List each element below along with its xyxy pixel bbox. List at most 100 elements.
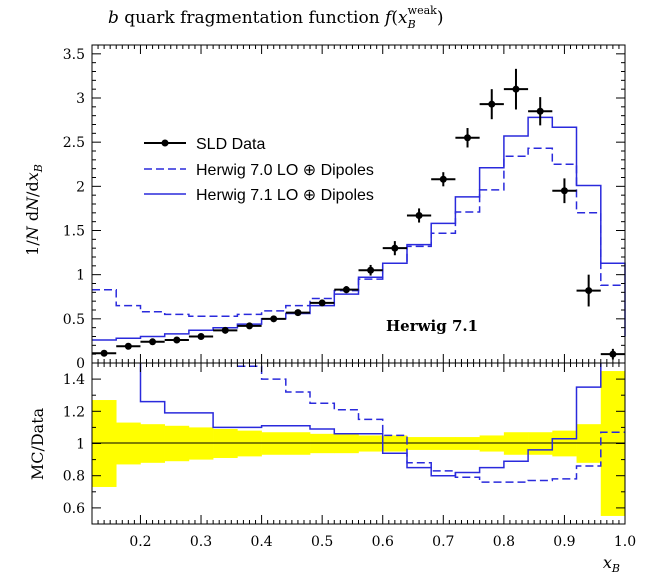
data-marker	[609, 350, 617, 358]
ratio-series-1-line	[139, 363, 602, 477]
data-marker	[245, 322, 253, 330]
y-axis-label-main: 1/N dN/dxB	[23, 164, 45, 256]
data-point	[528, 97, 553, 126]
data-point	[576, 274, 601, 307]
ylabel-x: x	[23, 172, 42, 181]
ratio-histograms	[139, 363, 625, 483]
x-tick-label: 1.0	[614, 534, 636, 550]
data-marker	[585, 287, 593, 295]
data-point	[334, 286, 359, 294]
legend-entry-herwig70: Herwig 7.0 LO ⊕ Dipoles	[144, 162, 374, 179]
chart-title: b quark fragmentation function f(xBweak)	[108, 4, 443, 31]
data-marker	[173, 336, 181, 344]
data-marker	[439, 175, 447, 183]
legend-label-herwig70: Herwig 7.0 LO ⊕ Dipoles	[196, 162, 374, 179]
data-marker	[536, 107, 544, 115]
data-point	[237, 322, 262, 330]
data-marker	[415, 211, 423, 219]
title-f: f	[383, 8, 394, 28]
legend-entry-herwig71: Herwig 7.1 LO ⊕ Dipoles	[144, 187, 374, 204]
title-x: x	[398, 8, 408, 28]
ratio-y-tick-label: 1.4	[63, 372, 85, 388]
x-tick-label: 0.9	[553, 534, 575, 550]
y-tick-label: 1	[76, 268, 85, 284]
data-point	[431, 172, 456, 187]
x-tick-label: 0.2	[129, 534, 151, 550]
title-sub: B	[407, 18, 416, 31]
legend-label-herwig71: Herwig 7.1 LO ⊕ Dipoles	[196, 187, 374, 204]
y-tick-label: 0.5	[63, 312, 85, 328]
data-marker	[294, 309, 302, 317]
x-tick-label: 0.5	[311, 534, 333, 550]
y-tick-label: 3.5	[63, 47, 85, 63]
main-data-points	[92, 68, 625, 360]
data-marker	[270, 315, 278, 323]
xlabel-x: x	[603, 553, 612, 572]
y-tick-label: 2.5	[63, 135, 85, 151]
data-point	[600, 348, 625, 360]
legend: SLD Data Herwig 7.0 LO ⊕ Dipoles Herwig …	[144, 136, 374, 204]
main-ticks: 0 0.5 1 1.5 2 2.5 3 3.5	[63, 45, 626, 372]
data-marker	[391, 244, 399, 252]
data-point	[310, 299, 335, 307]
ratio-ticks: 0.6 0.8 1 1.2 1.4 0.2 0.3 0.4 0.5 0.6 0.7 0.8 0.9 1.0	[63, 362, 636, 550]
ratio-plot-frame	[91, 362, 626, 525]
ratio-series-0-line	[237, 365, 625, 483]
ratio-plot-panel: 0.6 0.8 1 1.2 1.4 0.2 0.3 0.4 0.5 0.6 0.7 0.8 0.9 1.0	[63, 362, 636, 550]
title-b: b	[108, 8, 119, 28]
herwig-annotation: Herwig 7.1	[386, 317, 478, 335]
ratio-y-tick-label: 0.6	[63, 501, 85, 517]
x-tick-label: 0.6	[372, 534, 394, 550]
legend-label-sld: SLD Data	[196, 136, 265, 153]
data-marker	[342, 286, 350, 294]
ratio-y-tick-label: 0.8	[63, 469, 85, 485]
data-marker	[149, 338, 157, 346]
data-point	[140, 338, 165, 346]
legend-marker-sld	[161, 139, 169, 147]
main-plot-panel: 0 0.5 1 1.5 2 2.5 3 3.5	[63, 44, 626, 372]
data-point	[455, 128, 480, 148]
data-point	[213, 326, 238, 334]
data-marker	[488, 100, 496, 108]
main-histograms	[92, 116, 626, 341]
ylabel-n1: N	[23, 225, 42, 241]
y-tick-label: 3	[76, 91, 85, 107]
data-point	[92, 349, 117, 357]
data-point	[382, 241, 407, 256]
legend-entry-sld: SLD Data	[144, 136, 265, 153]
data-marker	[197, 333, 205, 340]
y-axis-label-ratio: MC/Data	[28, 407, 47, 480]
data-marker	[100, 349, 108, 357]
ratio-y-tick-label: 1.2	[63, 404, 85, 420]
ratio-y-tick-label: 1	[76, 437, 85, 453]
main-plot-frame	[91, 44, 626, 364]
x-tick-label: 0.3	[190, 534, 212, 550]
title-sup: weak	[408, 4, 437, 17]
data-point	[188, 333, 214, 340]
data-marker	[367, 266, 375, 274]
data-point	[503, 68, 529, 110]
y-tick-label: 0	[76, 356, 85, 372]
data-point	[479, 89, 504, 120]
ylabel-p1: 1/	[23, 240, 42, 256]
data-point	[406, 208, 432, 223]
y-tick-label: 1.5	[63, 224, 85, 240]
x-tick-label: 0.4	[250, 534, 272, 550]
data-marker	[560, 187, 568, 195]
data-point	[358, 264, 383, 276]
data-marker	[318, 299, 326, 307]
ylabel-p3: /d	[23, 181, 42, 197]
ylabel-n2: N	[23, 196, 42, 212]
data-point	[164, 336, 189, 344]
data-marker	[512, 85, 520, 93]
x-tick-label: 0.8	[493, 534, 515, 550]
data-marker	[124, 342, 132, 350]
data-marker	[464, 134, 472, 142]
title-close: )	[437, 8, 444, 28]
title-open: (	[391, 8, 398, 28]
x-tick-label: 0.7	[432, 534, 454, 550]
data-point	[261, 315, 286, 323]
data-marker	[221, 326, 229, 334]
data-point	[285, 309, 311, 317]
